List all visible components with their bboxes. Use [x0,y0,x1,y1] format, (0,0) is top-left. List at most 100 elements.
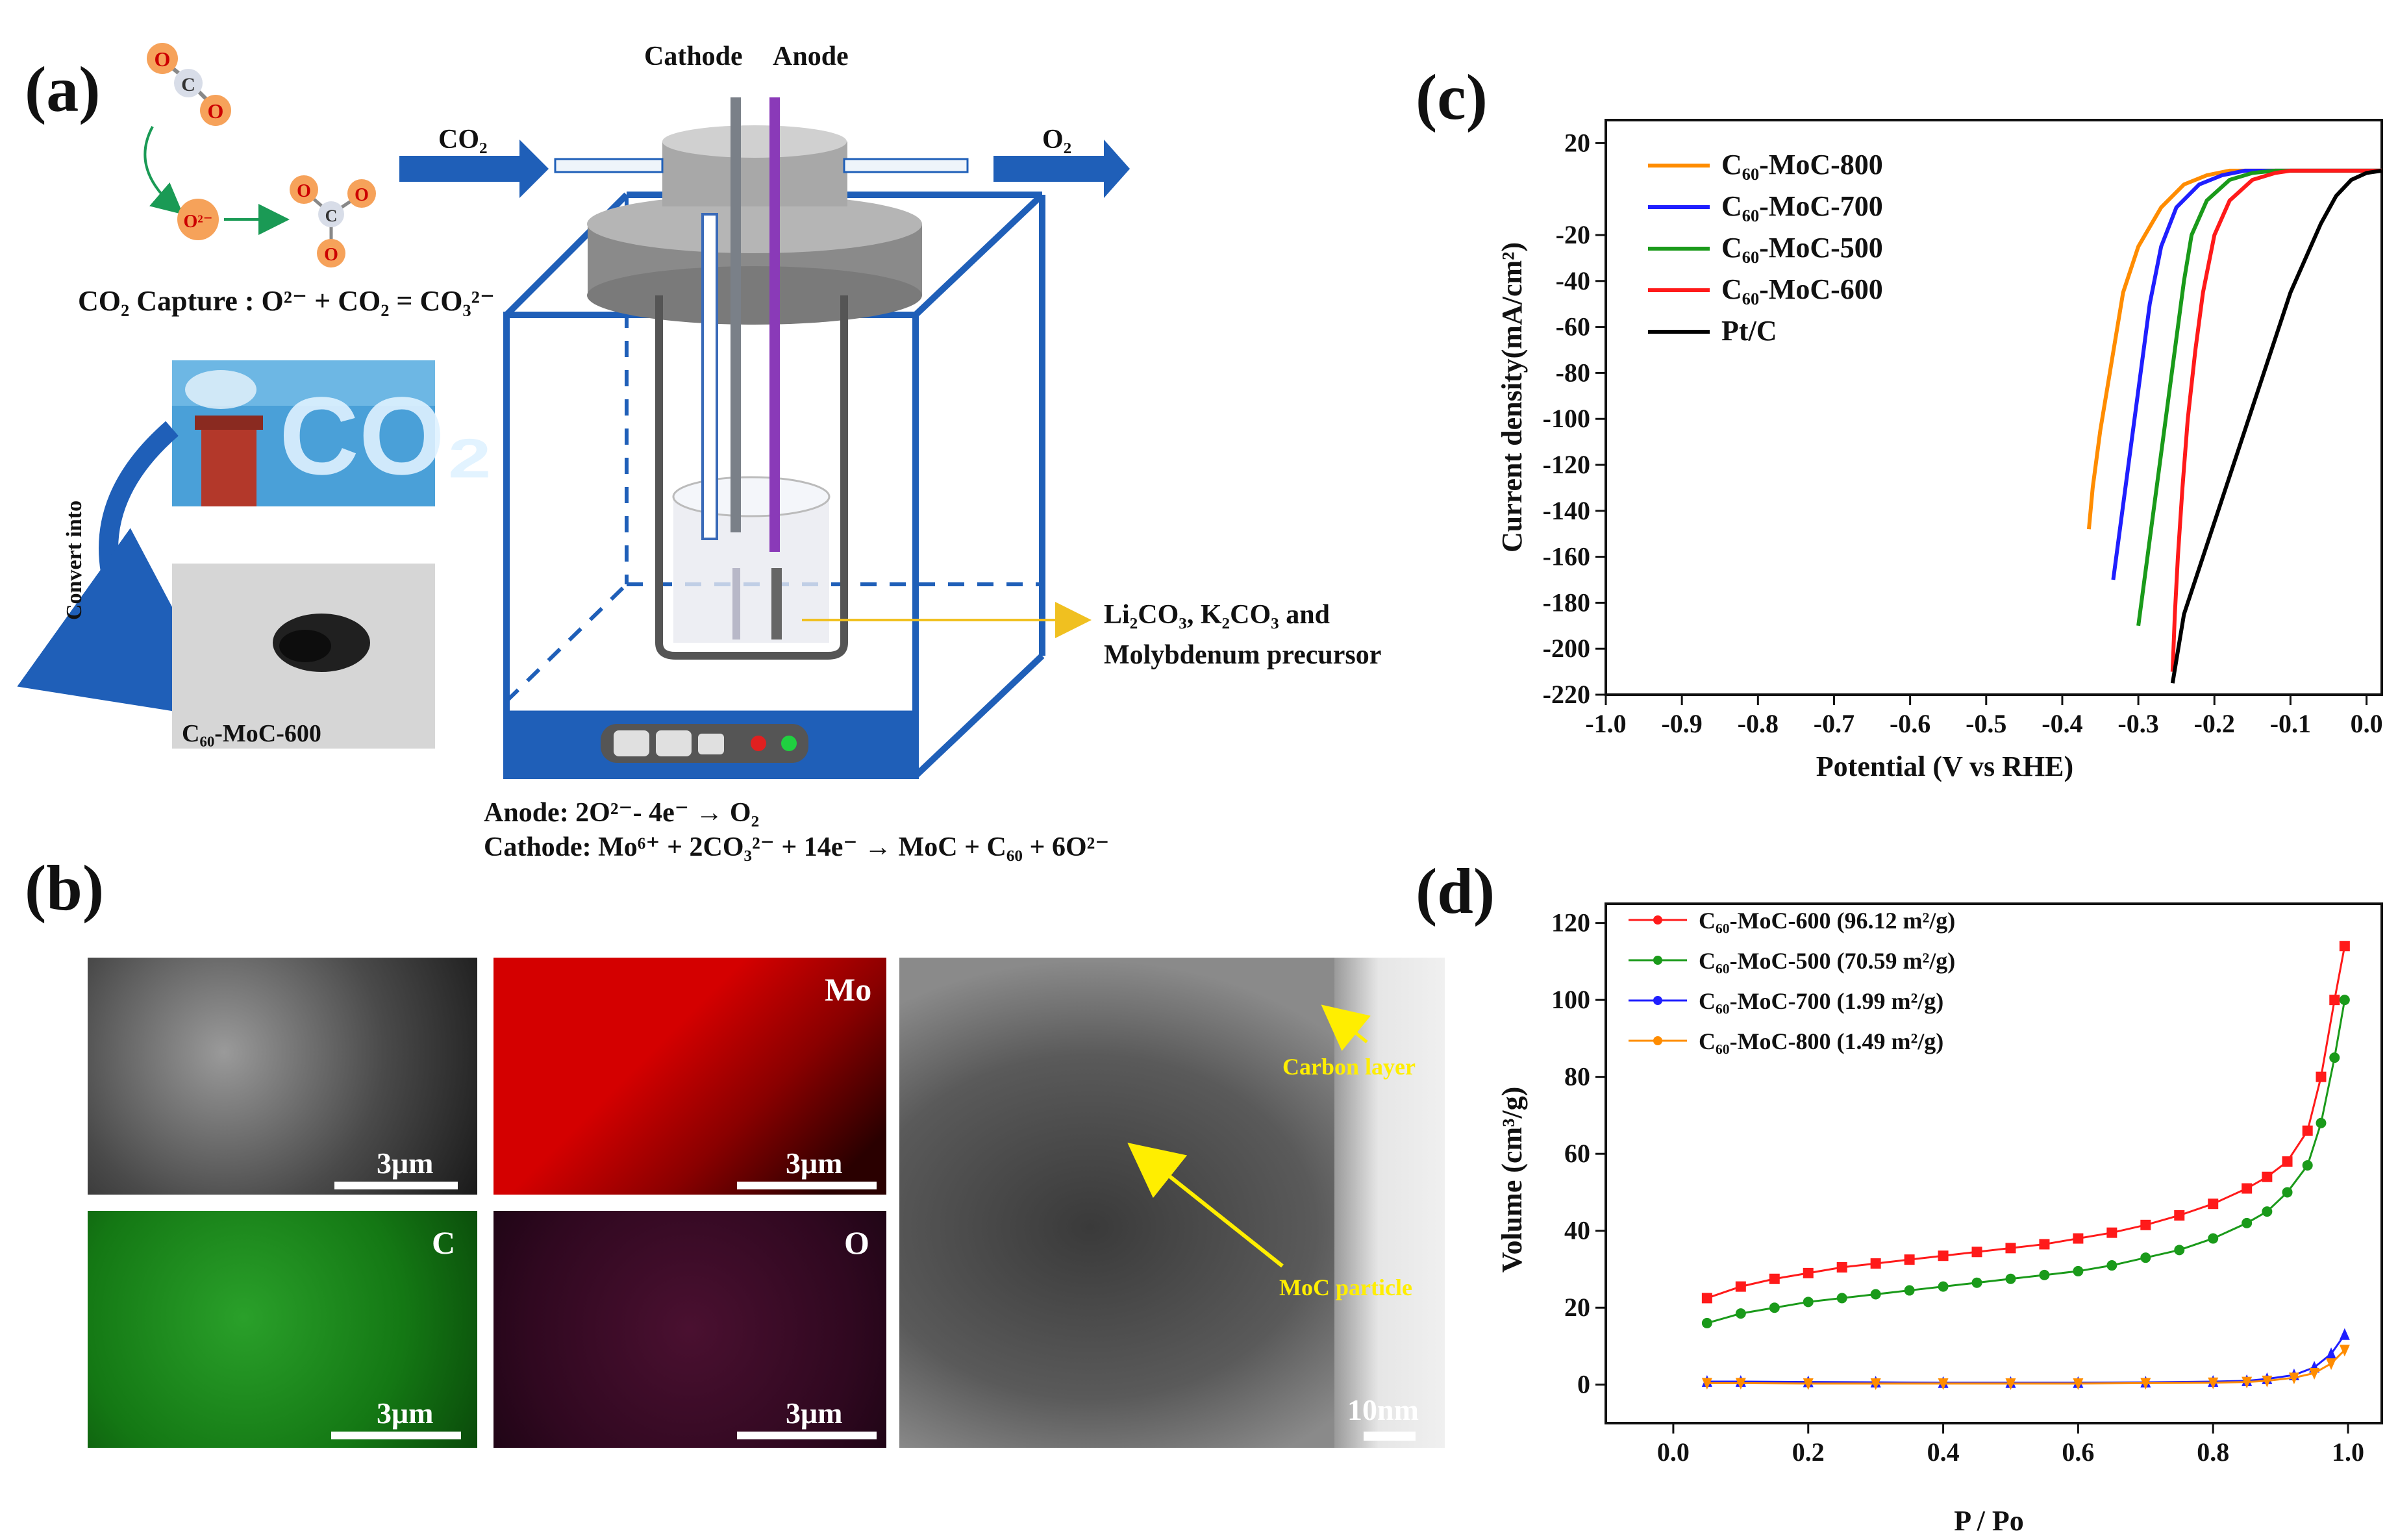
plot-frame [1605,902,2383,1424]
data-point [1938,1378,1949,1390]
y-tick-label: 60 [1564,1139,1590,1168]
y-tick-label: 40 [1564,1216,1590,1245]
data-point [2140,1252,2151,1263]
heater-base [506,710,916,776]
o2-outlet-arrow [993,140,1130,198]
data-point [2005,1243,2016,1254]
series-line [2136,168,2382,627]
data-point [2005,1378,2016,1390]
scale-bar [334,1182,458,1189]
chart-c-ylabel: Current density(mA/cm²) [1496,242,1528,553]
atom-o-label: O [155,47,171,71]
cathode-reaction: Cathode: Mo⁶⁺ + 2CO₃²⁻ + 14e⁻ → MoC + C₆… [484,832,1109,862]
x-tick-label: -0.1 [2270,709,2311,738]
tem-scale-bar [1364,1432,1416,1441]
data-point [2282,1187,2293,1198]
legend-label: C₆₀-MoC-700 (1.99 m²/g) [1699,988,1943,1014]
x-tick-label: -0.4 [2042,709,2082,738]
data-point [2039,1269,2050,1280]
atom-o-label: O [297,181,311,201]
data-point [2174,1245,2185,1256]
tem-carbon-label: Carbon layer [1282,1054,1416,1080]
data-point [2302,1160,2313,1171]
x-tick-label: 0.8 [2197,1437,2229,1467]
y-tick-label: -80 [1556,358,1590,387]
electrolyte-label-2: Molybdenum precursor [1104,640,1381,670]
legend-label: C₆₀-MoC-800 [1721,149,1883,180]
ion-o2-label: O²⁻ [184,212,213,232]
y-tick-label: 20 [1564,128,1590,157]
legend-label: C₆₀-MoC-600 (96.12 m²/g) [1699,908,1955,934]
data-point [1904,1254,1915,1265]
data-point [1971,1247,1982,1258]
data-point [1836,1262,1847,1273]
y-tick-label: 20 [1564,1293,1590,1322]
atom-c-label: C [325,206,338,225]
c-map-label: C [432,1224,456,1261]
scale-label: 3μm [786,1397,843,1430]
x-tick-label: -0.7 [1814,709,1855,738]
bet-chart: Volume (cm³/g) P / Po 0.0 0.2 0.4 0.6 0.8 1.0… [1496,902,2383,1537]
data-point [1938,1281,1949,1292]
co3-molecule-icon: O C O O [290,175,376,267]
data-point [2208,1198,2219,1210]
panel-label-b: (b) [25,852,105,924]
panel-label-d: (d) [1416,855,1495,927]
data-point [1803,1378,1814,1390]
scale-bar [737,1432,877,1439]
data-point [1735,1308,1746,1319]
data-point [1803,1297,1814,1308]
series-line [2170,168,2382,684]
tem-particle-label: MoC particle [1279,1274,1412,1300]
data-point [1870,1378,1881,1390]
series-line [2170,168,2382,672]
oxide-ion-icon: O²⁻ [177,199,219,240]
data-point [2326,1347,2337,1360]
sem-image-tile: 3μm [88,958,477,1195]
x-tick-label: -0.2 [2194,709,2235,738]
o-map-label: O [844,1224,869,1261]
data-point [2326,1358,2337,1371]
data-point [2329,995,2340,1006]
data-point [2140,1219,2151,1230]
y-tick-label: -60 [1556,312,1590,342]
data-point [1735,1378,1746,1390]
cathode-label: Cathode [644,42,743,71]
plot-frame [1605,119,2383,696]
legend-label: C₆₀-MoC-500 (70.59 m²/g) [1699,948,1955,974]
data-point [1769,1302,1780,1313]
scale-bar [737,1182,877,1189]
y-tick-label: -140 [1543,496,1590,525]
data-point [2262,1171,2273,1182]
data-point [1938,1250,1949,1261]
data-point [2288,1372,2299,1385]
c-map-tile: C 3μm [88,1211,477,1448]
x-tick-label: 0.6 [2062,1437,2094,1467]
data-point [2208,1377,2219,1389]
y-tick-label: 0 [1577,1370,1590,1399]
y-tick-label: -120 [1543,450,1590,479]
panel-label-c: (c) [1416,61,1488,133]
data-point [1701,1293,1712,1304]
x-tick-label: -0.3 [2117,709,2158,738]
data-point [1701,1378,1712,1390]
co2-photo: CO₂ [172,360,494,506]
legend-marker [1653,915,1662,925]
series-line [2086,168,2382,530]
chart-d-xlabel: P / Po [1954,1505,2024,1537]
y-tick-label: -20 [1556,220,1590,249]
chart-c-xlabel: Potential (V vs RHE) [1816,751,2073,782]
x-tick-label: -0.8 [1738,709,1779,738]
x-tick-label: 0.0 [2351,709,2383,738]
panel-label-a: (a) [25,53,101,125]
x-tick-label: 0.2 [1792,1437,1825,1467]
product-label: C₆₀-MoC-600 [182,720,321,747]
x-tick-label: 1.0 [2332,1437,2364,1467]
data-point [1769,1273,1780,1284]
data-point [2073,1265,2084,1276]
data-point [1803,1267,1814,1278]
y-tick-label: 100 [1551,985,1590,1014]
legend-label: Pt/C [1721,315,1777,347]
anode-label: Anode [773,42,849,71]
tem-image-tile: Carbon layer MoC particle 10nm [899,958,1445,1448]
